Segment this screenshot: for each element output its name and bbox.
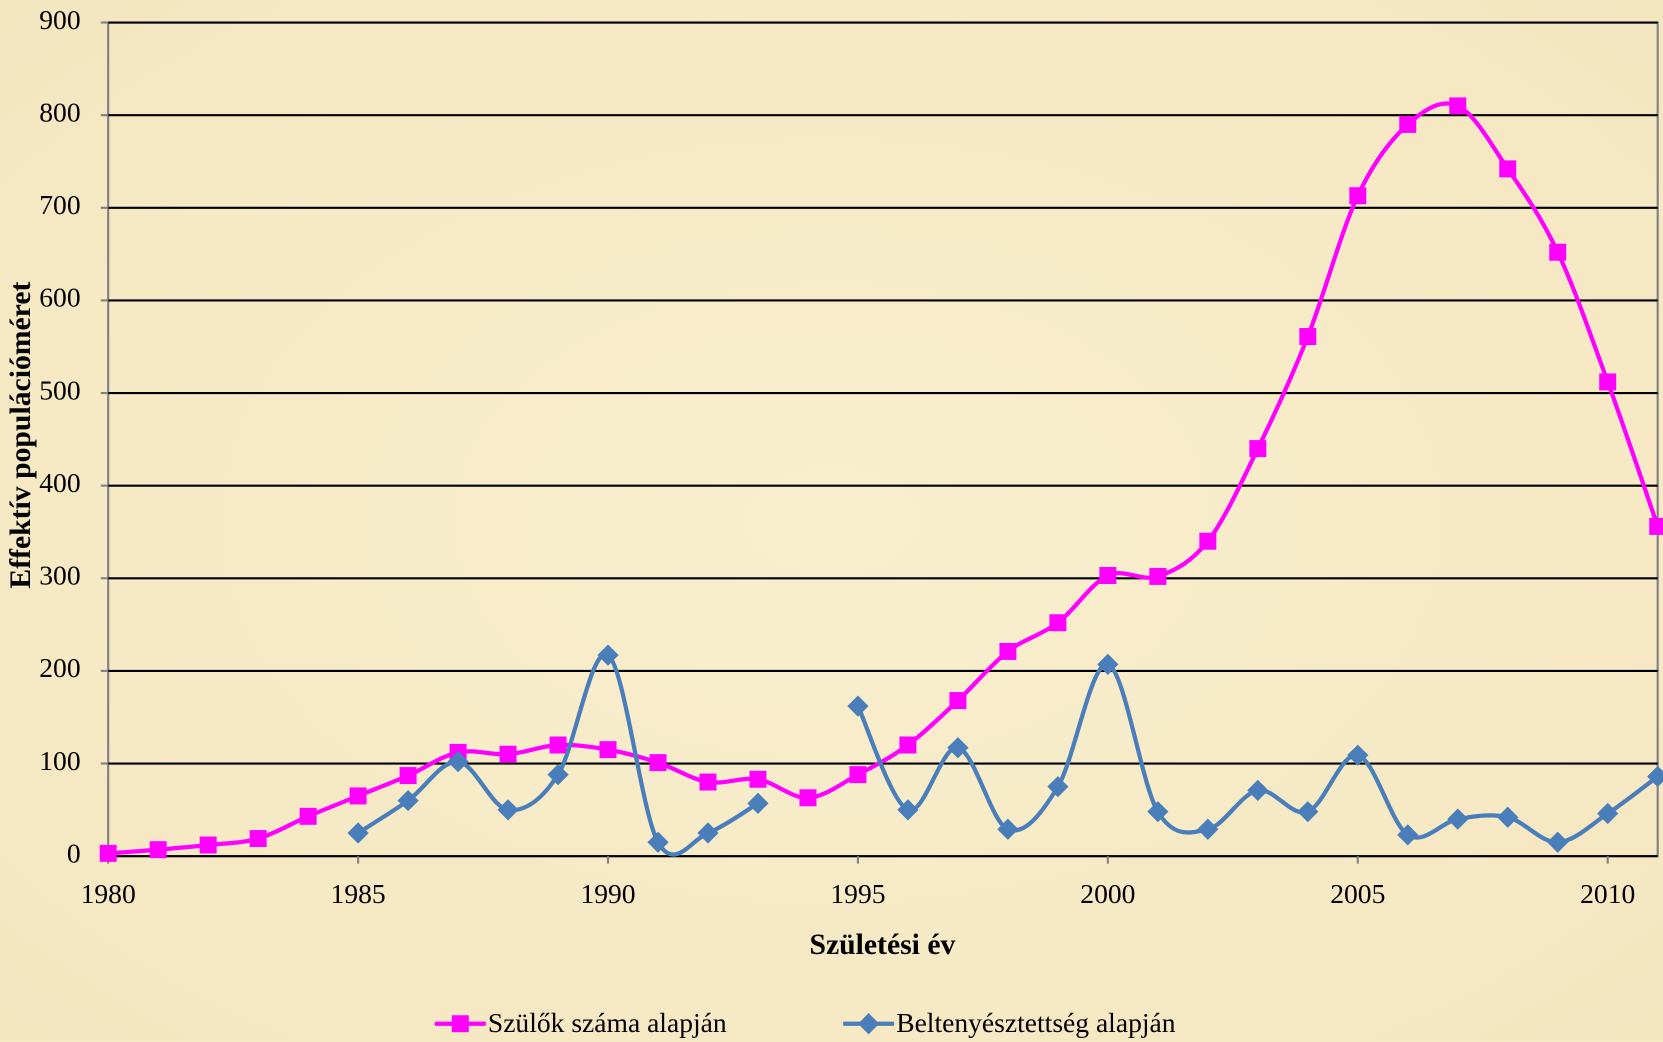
legend-label: Beltenyésztettség alapján [896, 1007, 1176, 1038]
marker [349, 787, 367, 805]
marker [999, 642, 1017, 660]
y-tick-label: 900 [39, 4, 80, 35]
marker [1499, 160, 1517, 178]
x-tick-label: 2005 [1330, 878, 1385, 909]
marker [451, 1015, 469, 1033]
marker [299, 807, 317, 825]
y-tick-label: 200 [39, 652, 80, 683]
marker [1349, 187, 1367, 205]
series-line [356, 652, 760, 857]
x-axis-title: Születési év [809, 929, 955, 961]
marker [597, 644, 619, 666]
x-tick-label: 1985 [331, 878, 386, 909]
y-tick-label: 700 [39, 189, 80, 220]
marker [397, 789, 419, 812]
x-tick-label: 2010 [1580, 878, 1635, 909]
x-tick-label: 2000 [1080, 878, 1135, 909]
y-tick-label: 300 [39, 560, 80, 591]
marker [1049, 614, 1067, 632]
marker [549, 736, 567, 754]
marker [1147, 801, 1169, 823]
marker [1649, 517, 1663, 535]
x-tick-label: 1990 [580, 878, 635, 909]
marker [1247, 779, 1269, 801]
marker [1399, 115, 1417, 133]
marker [949, 692, 967, 710]
marker [899, 736, 917, 754]
marker [1297, 801, 1319, 823]
marker [1397, 824, 1419, 846]
marker [849, 766, 867, 784]
marker [249, 830, 267, 848]
marker [499, 745, 517, 763]
marker [1347, 744, 1369, 766]
legend-label: Szülők száma alapján [488, 1007, 727, 1038]
y-tick-label: 500 [39, 374, 80, 405]
legend: Szülők száma alapján Beltenyésztettség al… [434, 1007, 1176, 1038]
marker [1449, 97, 1467, 115]
marker [347, 822, 369, 844]
marker [1647, 765, 1663, 788]
marker [149, 841, 167, 859]
marker [1249, 440, 1267, 458]
y-tick-label: 0 [67, 837, 81, 868]
marker [99, 844, 117, 862]
y-tick-label: 400 [39, 467, 80, 498]
marker [749, 770, 767, 788]
x-tick-label: 1995 [830, 878, 885, 909]
marker [1199, 532, 1217, 550]
marker [1047, 776, 1069, 798]
marker [649, 754, 667, 772]
marker [1547, 831, 1569, 853]
marker [1599, 373, 1617, 391]
marker [1099, 567, 1117, 584]
marker [1549, 243, 1567, 261]
marker [547, 764, 569, 786]
marker [1097, 653, 1119, 676]
y-tick-label: 600 [39, 282, 80, 313]
marker [1299, 328, 1317, 346]
marker [1149, 567, 1167, 585]
marker [799, 789, 817, 807]
marker [699, 773, 717, 791]
x-tick-label: 1980 [81, 878, 136, 909]
marker [399, 767, 417, 785]
y-tick-label: 800 [39, 96, 80, 127]
marker [997, 818, 1019, 840]
marker [1447, 808, 1469, 830]
y-tick-label: 100 [39, 745, 80, 776]
marker [1197, 818, 1219, 840]
marker [199, 836, 217, 854]
marker [599, 741, 617, 759]
y-axis-title: Effektív populációméret [5, 281, 37, 588]
